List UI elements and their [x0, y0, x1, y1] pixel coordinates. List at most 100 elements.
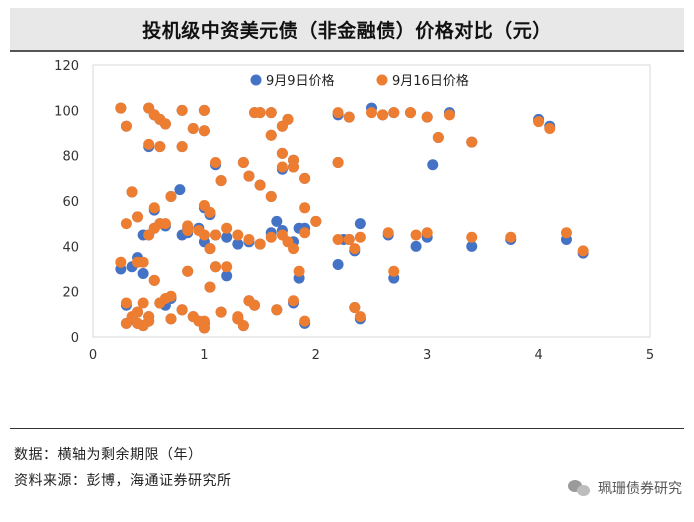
sep16-point	[165, 290, 177, 302]
sep16-point	[388, 107, 400, 119]
sep16-point	[288, 243, 300, 255]
sep16-point	[237, 320, 249, 332]
sep16-point	[432, 132, 444, 144]
sep16-point	[221, 261, 233, 273]
sep16-point	[120, 218, 132, 230]
x-tick-label: 3	[423, 348, 431, 363]
sep16-point	[198, 125, 210, 137]
sep16-point	[288, 295, 300, 307]
sep16-point	[421, 111, 433, 123]
sep9-point	[427, 159, 439, 171]
sep16-point	[137, 297, 149, 309]
sep16-point	[443, 109, 455, 121]
sep16-point	[332, 234, 344, 246]
sep16-point	[237, 156, 249, 168]
sep16-point	[159, 218, 171, 230]
sep16-point	[310, 215, 322, 227]
sep16-point	[293, 265, 305, 277]
sep16-point	[505, 231, 517, 243]
sep9-point	[221, 270, 233, 282]
sep16-point	[249, 299, 261, 311]
chart-svg: 0 20 40 60 80 100 120 0 1 2 3 4 5 9月9日价格 9月16日价格	[54, 59, 654, 363]
sep16-point	[560, 227, 572, 239]
sep16-point	[466, 136, 478, 148]
sep16-point	[577, 245, 589, 257]
sep16-point	[466, 231, 478, 243]
sep16-point	[544, 122, 556, 134]
sep16-point	[232, 311, 244, 323]
sep16-point	[154, 141, 166, 153]
sep16-point	[198, 229, 210, 241]
sep16-point	[210, 261, 222, 273]
data-note: 数据：横轴为剩余期限（年）	[14, 447, 203, 463]
sep16-point	[354, 231, 366, 243]
sep16-point	[265, 129, 277, 141]
sep16-point	[120, 297, 132, 309]
sep16-point	[354, 311, 366, 323]
sep16-point	[204, 281, 216, 293]
sep16-point	[343, 234, 355, 246]
sep9-point	[410, 240, 422, 252]
sep16-point	[276, 161, 288, 173]
sep16-point	[349, 302, 361, 314]
sep16-point	[410, 229, 422, 241]
sep16-point	[182, 224, 194, 236]
sep16-point	[382, 227, 394, 239]
sep16-point	[282, 113, 294, 125]
x-tick-label: 2	[312, 348, 320, 363]
sep16-point	[176, 304, 188, 316]
x-tick-label: 4	[534, 348, 542, 363]
sep16-point	[132, 306, 144, 318]
sep16-point	[265, 107, 277, 119]
sep16-point	[210, 229, 222, 241]
sep16-point	[137, 256, 149, 268]
sep16-point	[243, 234, 255, 246]
sep16-point	[232, 229, 244, 241]
sep16-point	[254, 107, 266, 119]
sep16-point	[176, 141, 188, 153]
sep16-point	[120, 317, 132, 329]
sep16-point	[265, 190, 277, 202]
legend-marker	[250, 74, 262, 86]
sep9-point	[466, 240, 478, 252]
sep16-point	[404, 107, 416, 119]
sep16-point	[254, 238, 266, 250]
sep16-point	[210, 156, 222, 168]
footer-divider	[10, 428, 684, 429]
sep16-point	[148, 222, 160, 234]
sep16-point	[221, 222, 233, 234]
sep16-point	[159, 118, 171, 130]
sep16-point	[204, 243, 216, 255]
y-tick-label: 80	[62, 150, 79, 165]
source-note: 资料来源：彭博，海通证券研究所	[14, 473, 232, 489]
sep9-point	[332, 258, 344, 270]
sep16-point	[148, 202, 160, 214]
sep16-point	[299, 172, 311, 184]
sep16-point	[187, 122, 199, 134]
sep16-point	[148, 274, 160, 286]
wechat-icon	[568, 478, 592, 498]
chart-title: 投机级中资美元债（非金融债）价格对比（元）	[10, 8, 684, 52]
y-tick-label: 120	[54, 59, 79, 74]
sep16-point	[288, 161, 300, 173]
y-tick-label: 0	[71, 331, 79, 346]
sep16-point	[215, 175, 227, 187]
legend-label: 9月9日价格	[266, 73, 335, 89]
sep16-point	[533, 116, 545, 128]
sep16-point	[243, 170, 255, 182]
sep16-point	[143, 138, 155, 150]
sep16-point	[137, 320, 149, 332]
sep16-point	[198, 104, 210, 116]
sep9-point	[354, 218, 366, 230]
sep9-point	[221, 231, 233, 243]
sep16-point	[265, 231, 277, 243]
sep16-point	[165, 313, 177, 325]
sep16-point	[204, 206, 216, 218]
sep9-point	[137, 268, 149, 280]
sep16-point	[193, 315, 205, 327]
sep16-point	[388, 265, 400, 277]
sep16-point	[421, 227, 433, 239]
x-tick-label: 5	[646, 348, 654, 363]
sep16-point	[332, 107, 344, 119]
legend-marker	[376, 74, 388, 86]
